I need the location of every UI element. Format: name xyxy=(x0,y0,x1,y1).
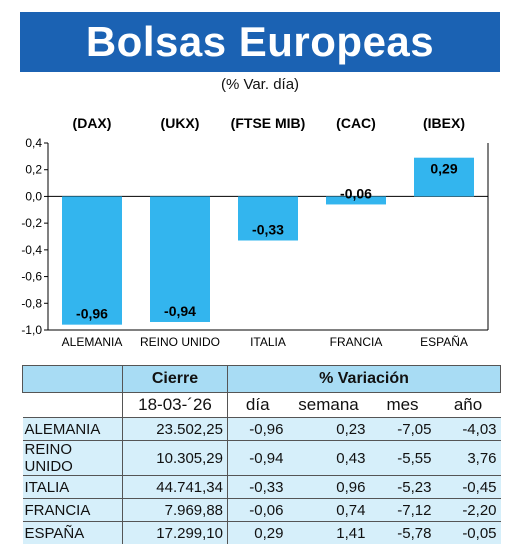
header-cierre: Cierre xyxy=(123,366,228,393)
cell-semana: 0,43 xyxy=(288,441,370,476)
cell-semana: 0,74 xyxy=(288,499,370,522)
cell-ano: -0,05 xyxy=(436,522,501,544)
x-tick-label: ALEMANIA xyxy=(62,335,123,349)
bar-chart: 0,4 0,2 0,0 -0,2 -0,4 -0,6 -0,8 -1,0 -0,96 (DAX) A… xyxy=(0,100,520,362)
table-header-row: Cierre % Variación xyxy=(23,366,501,393)
data-table: Cierre % Variación 18-03-´26 día semana … xyxy=(22,365,501,544)
cell-dia: -0,94 xyxy=(228,441,288,476)
cell-mes: -7,12 xyxy=(370,499,436,522)
cell-cierre: 17.299,10 xyxy=(123,522,228,544)
bar-value-label: -0,33 xyxy=(252,222,284,238)
cell-name: ESPAÑA xyxy=(23,522,123,544)
x-tick-label: FRANCIA xyxy=(330,335,383,349)
y-tick-label: 0,2 xyxy=(25,163,42,177)
page-title: Bolsas Europeas xyxy=(86,18,434,66)
y-tick-label: 0,4 xyxy=(25,136,42,150)
header-date: 18-03-´26 xyxy=(123,393,228,418)
cell-ano: -4,03 xyxy=(436,418,501,441)
y-tick-label: -0,2 xyxy=(21,216,42,230)
cell-dia: -0,96 xyxy=(228,418,288,441)
subheader-empty xyxy=(23,393,123,418)
cell-mes: -5,78 xyxy=(370,522,436,544)
cell-name: ITALIA xyxy=(23,476,123,499)
cell-cierre: 23.502,25 xyxy=(123,418,228,441)
bar-value-label: -0,06 xyxy=(340,185,372,201)
header-mes: mes xyxy=(370,393,436,418)
bar-value-label: 0,29 xyxy=(430,161,457,177)
bar-value-label: -0,94 xyxy=(164,303,196,319)
index-label: (CAC) xyxy=(336,115,376,131)
cell-semana: 0,96 xyxy=(288,476,370,499)
cell-cierre: 10.305,29 xyxy=(123,441,228,476)
index-label: (UKX) xyxy=(161,115,200,131)
cell-cierre: 44.741,34 xyxy=(123,476,228,499)
cell-semana: 1,41 xyxy=(288,522,370,544)
header-variacion: % Variación xyxy=(228,366,501,393)
index-label: (DAX) xyxy=(73,115,112,131)
y-tick-label: -0,8 xyxy=(21,296,42,310)
header-semana: semana xyxy=(288,393,370,418)
cell-ano: -2,20 xyxy=(436,499,501,522)
cell-name: ALEMANIA xyxy=(23,418,123,441)
cell-name: FRANCIA xyxy=(23,499,123,522)
index-label: (FTSE MIB) xyxy=(231,115,306,131)
cell-semana: 0,23 xyxy=(288,418,370,441)
y-tick-label: 0,0 xyxy=(25,189,42,203)
x-tick-label: REINO UNIDO xyxy=(140,335,220,349)
cell-dia: 0,29 xyxy=(228,522,288,544)
cell-name: REINO UNIDO xyxy=(23,441,123,476)
header-ano: año xyxy=(436,393,501,418)
cell-mes: -7,05 xyxy=(370,418,436,441)
table-subheader-row: 18-03-´26 día semana mes año xyxy=(23,393,501,418)
x-tick-label: ESPAÑA xyxy=(420,335,468,349)
header-empty xyxy=(23,366,123,393)
cell-dia: -0,06 xyxy=(228,499,288,522)
y-tick-label: -1,0 xyxy=(21,323,42,337)
bar-value-label: -0,96 xyxy=(76,306,108,322)
title-banner: Bolsas Europeas xyxy=(20,12,500,72)
index-label: (IBEX) xyxy=(423,115,465,131)
y-tick-label: -0,6 xyxy=(21,270,42,284)
x-tick-label: ITALIA xyxy=(250,335,286,349)
header-dia: día xyxy=(228,393,288,418)
chart-subtitle: (% Var. día) xyxy=(0,76,520,93)
y-tick-label: -0,4 xyxy=(21,243,42,257)
data-table-wrapper: Cierre % Variación 18-03-´26 día semana … xyxy=(22,365,500,544)
cell-ano: 3,76 xyxy=(436,441,501,476)
cell-ano: -0,45 xyxy=(436,476,501,499)
cell-dia: -0,33 xyxy=(228,476,288,499)
cell-mes: -5,23 xyxy=(370,476,436,499)
cell-mes: -5,55 xyxy=(370,441,436,476)
cell-cierre: 7.969,88 xyxy=(123,499,228,522)
